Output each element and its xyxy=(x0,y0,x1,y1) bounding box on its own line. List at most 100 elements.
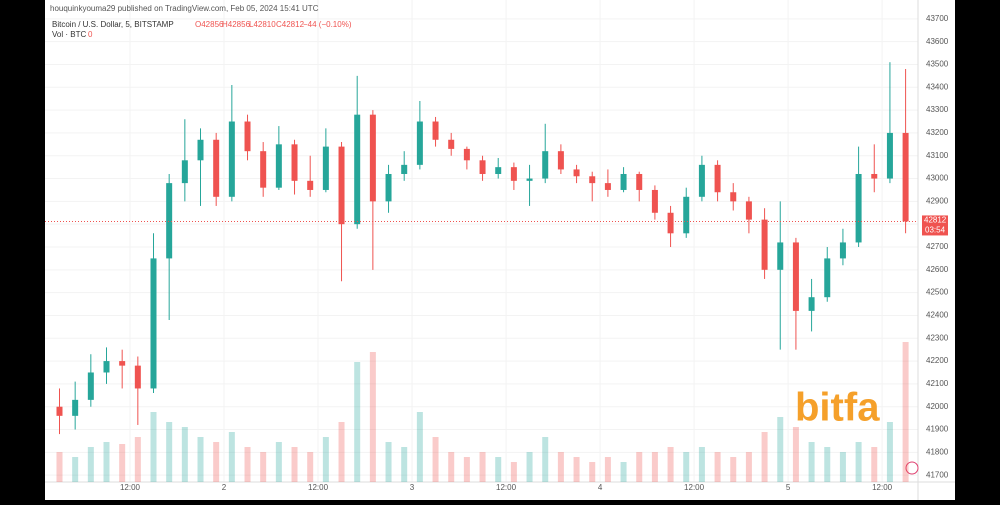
x-tick-label: 12:00 xyxy=(496,483,517,492)
candle-body xyxy=(338,146,345,225)
candle-body xyxy=(526,178,533,181)
volume-bar xyxy=(134,437,141,482)
candle-body xyxy=(134,365,141,389)
candle-body xyxy=(119,361,126,366)
candle-body xyxy=(839,242,846,259)
volume-bar xyxy=(448,452,455,482)
candle-body xyxy=(495,167,502,174)
candle-body xyxy=(777,242,784,270)
candle-body xyxy=(307,180,314,190)
candle-body xyxy=(87,372,94,400)
volume-bar xyxy=(56,452,63,482)
y-tick-label: 43600 xyxy=(926,37,949,46)
candle-body xyxy=(542,151,549,179)
candle-body xyxy=(651,189,658,213)
candle-body xyxy=(871,173,878,179)
x-tick-label: 12:00 xyxy=(120,483,141,492)
publisher: houquinkyouma29 published on TradingView… xyxy=(50,4,319,13)
y-tick-label: 41700 xyxy=(926,470,949,479)
candle-body xyxy=(761,219,768,270)
x-tick-label: 3 xyxy=(410,483,415,492)
candle-body xyxy=(886,132,893,179)
volume-bar xyxy=(761,432,768,482)
y-tick-label: 43500 xyxy=(926,60,949,69)
y-tick-label: 42200 xyxy=(926,356,949,365)
y-tick-label: 42400 xyxy=(926,311,949,320)
candle-body xyxy=(479,160,486,174)
volume-value: 0 xyxy=(88,30,93,39)
volume-bar xyxy=(855,442,862,482)
ohlc-value: L42810 xyxy=(249,20,276,29)
candle-body xyxy=(401,164,408,174)
x-tick-label: 4 xyxy=(598,483,603,492)
volume-bar xyxy=(871,447,878,482)
volume-bar xyxy=(354,362,361,482)
y-tick-label: 42300 xyxy=(926,333,949,342)
volume-bar xyxy=(714,452,721,482)
chart-background xyxy=(45,0,955,500)
x-tick-label: 5 xyxy=(786,483,791,492)
price-tag-value: 42812 xyxy=(924,216,947,225)
ohlc-value: O42856 xyxy=(195,20,224,29)
candle-body xyxy=(369,114,376,202)
volume-bar xyxy=(651,452,658,482)
ohlc-value: −44 (−0.10%) xyxy=(303,20,352,29)
ohlc-value: H42856 xyxy=(222,20,251,29)
volume-bar xyxy=(839,452,846,482)
volume-bar xyxy=(792,427,799,482)
volume-bar xyxy=(495,457,502,482)
candle-body xyxy=(181,160,188,184)
candle-body xyxy=(56,406,63,416)
candle-body xyxy=(244,121,251,152)
price-tag xyxy=(922,215,948,236)
volume-bar xyxy=(604,457,611,482)
candle-body xyxy=(557,151,564,170)
volume-bar xyxy=(479,452,486,482)
x-tick-label: 12:00 xyxy=(684,483,705,492)
candle-body xyxy=(636,173,643,190)
volume-bar xyxy=(244,447,251,482)
y-tick-label: 42700 xyxy=(926,242,949,251)
candle-body xyxy=(589,176,596,184)
candle-body xyxy=(448,139,455,149)
volume-bar xyxy=(730,457,737,482)
x-tick-label: 12:00 xyxy=(308,483,329,492)
watermark: bitfa xyxy=(795,386,880,430)
volume-bar xyxy=(275,442,282,482)
volume-bar xyxy=(745,452,752,482)
replay-icon[interactable] xyxy=(905,461,919,475)
volume-label: Vol · BTC xyxy=(52,30,86,39)
candle-body xyxy=(228,121,235,197)
candle-body xyxy=(808,297,815,311)
ohlc-value: C42812 xyxy=(276,20,305,29)
candle-body xyxy=(714,164,721,193)
volume-bar xyxy=(557,452,564,482)
volume-bar xyxy=(620,462,627,482)
price-tag-countdown: 03:54 xyxy=(925,226,946,235)
y-tick-label: 43300 xyxy=(926,105,949,114)
candle-body xyxy=(745,201,752,220)
volume-bar xyxy=(72,457,79,482)
candle-body xyxy=(385,173,392,202)
volume-bar xyxy=(166,422,173,482)
candle-body xyxy=(824,258,831,298)
y-tick-label: 42900 xyxy=(926,196,949,205)
candle-body xyxy=(604,183,611,190)
candle-body xyxy=(197,139,204,161)
volume-bar xyxy=(338,422,345,482)
y-tick-label: 42000 xyxy=(926,402,949,411)
volume-bar xyxy=(636,452,643,482)
y-tick-label: 43000 xyxy=(926,174,949,183)
candle-body xyxy=(354,114,361,225)
candle-body xyxy=(275,144,282,188)
candle-body xyxy=(573,169,580,177)
candle-body xyxy=(213,139,220,197)
y-tick-label: 42600 xyxy=(926,265,949,274)
volume-bar xyxy=(322,437,329,482)
candle-body xyxy=(855,173,862,243)
y-tick-label: 43700 xyxy=(926,14,949,23)
y-tick-label: 43400 xyxy=(926,82,949,91)
candle-body xyxy=(416,121,423,165)
